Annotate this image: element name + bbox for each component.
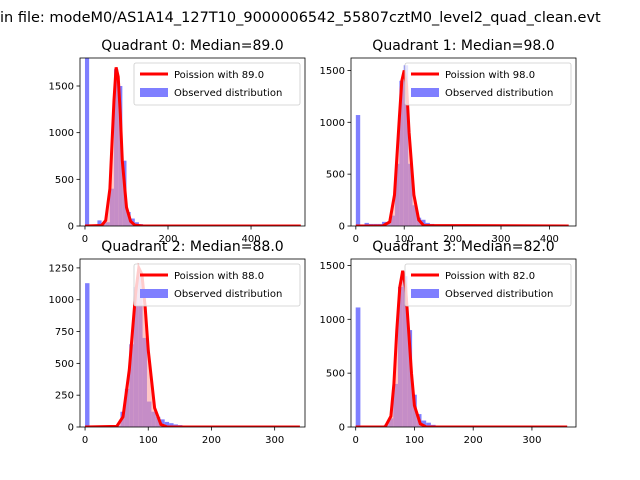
axes-frame: [79, 258, 306, 428]
y-tick-label: 500: [55, 175, 74, 186]
hist-bar: [160, 419, 165, 427]
legend-hist-swatch: [140, 289, 168, 298]
y-tick-label: 1250: [49, 263, 74, 274]
y-tick-label: 1500: [49, 82, 74, 93]
subplot-quadrant-1: 0 100 200 300 400 0 500 1000 1500 Quadrant 1: Med…: [320, 38, 577, 245]
figure-suptitle: in file: modeM0/AS1A14_127T10_9000006542…: [0, 10, 601, 26]
hist-bar: [355, 115, 361, 226]
poisson-fit: [84, 66, 301, 226]
subplot-title: Quadrant 1: Median=98.0: [372, 38, 554, 54]
poisson-fit-fill: [355, 270, 568, 427]
subplot-quadrant-2: 0 100 200 300 0 250 500 750 1000 1250 Quadrant 2: …: [49, 239, 306, 446]
legend-hist-label: Observed distribution: [174, 289, 282, 300]
subplot-title: Quadrant 3: Median=82.0: [372, 239, 554, 255]
poisson-fit-fill: [355, 70, 569, 226]
y-tick-label: 0: [68, 222, 74, 233]
x-tick-label: 300: [265, 435, 284, 446]
axes-frame: [350, 57, 577, 227]
poisson-fit-fill: [85, 267, 300, 427]
poisson-fit-line: [355, 70, 569, 226]
y-tick-label: 1000: [320, 118, 345, 129]
x-tick-label: 100: [395, 234, 414, 245]
legend-fit-label: Poission with 82.0: [445, 271, 535, 282]
hist-bar: [421, 219, 426, 226]
legend: Poission with 88.0 Observed distribution: [133, 263, 301, 307]
legend-fit-label: Poission with 89.0: [174, 70, 264, 81]
y-tick-label: 500: [326, 369, 345, 380]
y-tick-label: 0: [68, 423, 74, 434]
legend-box: [133, 62, 301, 106]
y-tick-label: 0: [339, 423, 345, 434]
subplot-quadrant-3: 0 100 200 300 0 500 1000 1500 Quadrant 3: Median…: [320, 239, 577, 446]
legend-fit-label: Poission with 88.0: [174, 271, 264, 282]
x-tick-label: 400: [540, 234, 559, 245]
legend-box: [404, 62, 572, 106]
hist-bar: [164, 421, 170, 427]
legend-hist-label: Observed distribution: [445, 289, 553, 300]
y-tick-label: 1000: [320, 315, 345, 326]
legend-hist-label: Observed distribution: [174, 88, 282, 99]
y-tick-label: 1000: [49, 295, 74, 306]
legend: Poission with 98.0 Observed distribution: [404, 62, 572, 106]
legend-fit-label: Poission with 98.0: [445, 70, 535, 81]
poisson-fit: [355, 70, 569, 226]
hist-bar: [421, 420, 427, 427]
legend-box: [133, 263, 301, 307]
y-tick-label: 500: [55, 359, 74, 370]
x-tick-label: 0: [82, 234, 88, 245]
x-tick-label: 0: [82, 435, 88, 446]
hist-bar: [85, 283, 90, 427]
x-tick-label: 300: [491, 234, 510, 245]
subplot-title: Quadrant 0: Median=89.0: [101, 38, 283, 54]
x-tick-label: 200: [158, 234, 177, 245]
y-tick-label: 250: [55, 391, 74, 402]
x-tick-label: 100: [139, 435, 158, 446]
hist-bar: [84, 58, 90, 226]
poisson-fit: [355, 270, 568, 427]
y-tick-label: 0: [339, 222, 345, 233]
hist-bar: [97, 220, 102, 226]
legend: Poission with 82.0 Observed distribution: [404, 263, 572, 307]
axes-frame: [350, 258, 577, 428]
y-tick-label: 750: [55, 327, 74, 338]
legend-hist-swatch: [411, 289, 439, 298]
legend-hist-label: Observed distribution: [445, 88, 553, 99]
y-tick-label: 1500: [320, 261, 345, 272]
x-tick-label: 200: [464, 435, 483, 446]
y-tick-label: 1500: [320, 66, 345, 77]
x-tick-label: 0: [353, 234, 359, 245]
y-tick-label: 1000: [49, 128, 74, 139]
poisson-fit-line: [84, 66, 301, 226]
legend-hist-swatch: [140, 88, 168, 97]
hist-bar: [364, 222, 369, 226]
poisson-fit-line: [355, 270, 568, 427]
legend-hist-swatch: [411, 88, 439, 97]
subplot-quadrant-0: 0 200 400 0 500 1000 1500 Quadrant 0: Median=89…: [49, 38, 306, 245]
x-tick-label: 400: [241, 234, 260, 245]
legend: Poission with 89.0 Observed distribution: [133, 62, 301, 106]
axes-frame: [79, 57, 306, 227]
subplot-title: Quadrant 2: Median=88.0: [101, 239, 283, 255]
x-tick-label: 300: [522, 435, 541, 446]
x-tick-label: 100: [405, 435, 424, 446]
y-tick-label: 500: [326, 170, 345, 181]
x-tick-label: 0: [353, 435, 359, 446]
x-tick-label: 200: [202, 435, 221, 446]
x-tick-label: 200: [443, 234, 462, 245]
hist-bar: [426, 422, 431, 427]
legend-box: [404, 263, 572, 307]
hist-bar: [355, 307, 361, 427]
hist-bar: [169, 423, 174, 427]
